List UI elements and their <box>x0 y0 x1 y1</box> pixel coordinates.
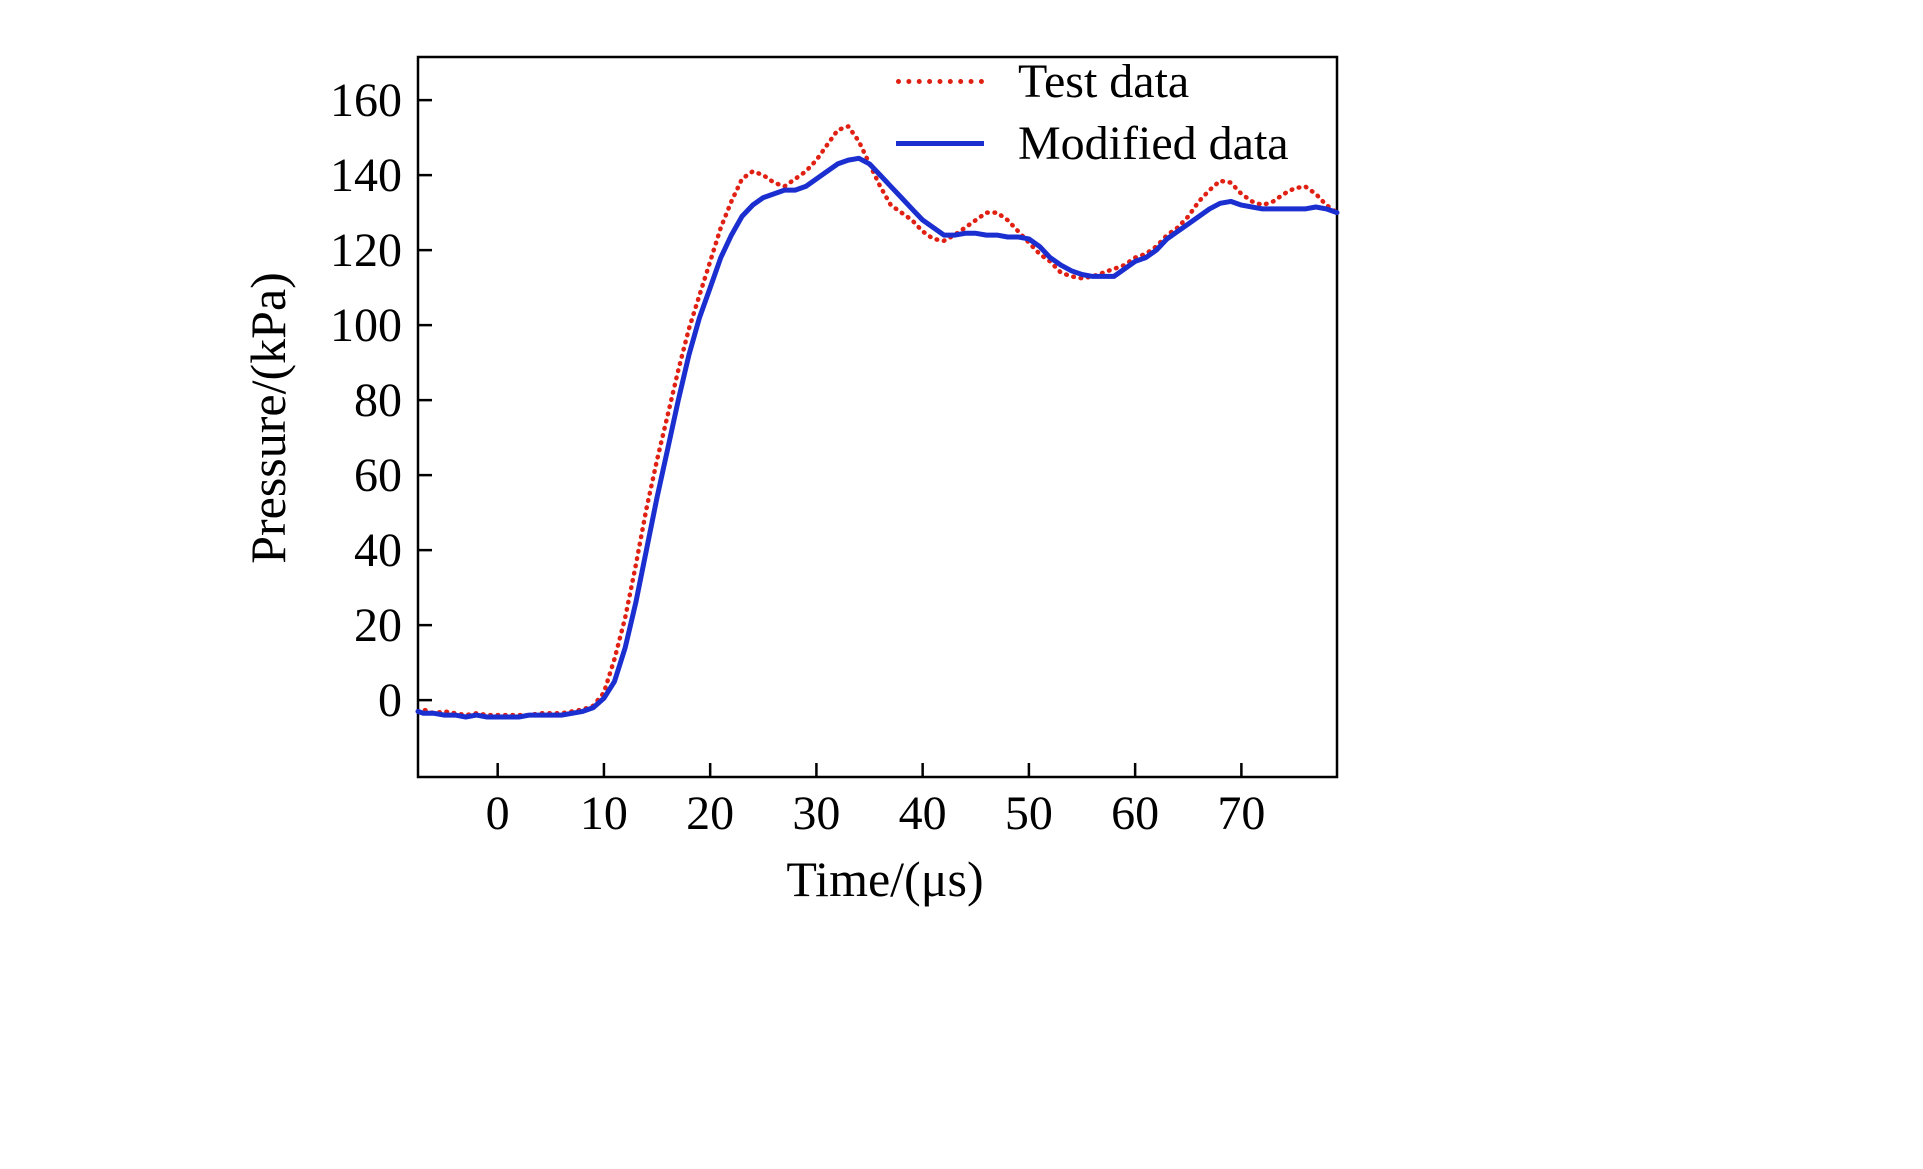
y-axis-tick-label: 80 <box>354 374 402 427</box>
x-axis-tick-label: 70 <box>1217 787 1265 840</box>
x-axis-tick-label: 50 <box>1005 787 1053 840</box>
legend-label-test-data: Test data <box>1018 54 1190 108</box>
y-axis-tick-label: 0 <box>378 674 402 727</box>
x-axis-tick-label: 0 <box>486 787 510 840</box>
legend-item-test-data: Test data <box>896 50 1289 112</box>
x-axis-tick-label: 20 <box>686 787 734 840</box>
plot-frame <box>416 55 1339 779</box>
legend-item-modified-data: Modified data <box>896 112 1289 174</box>
legend-line-sample-solid-icon <box>896 140 984 146</box>
y-axis-title: Pressure/(kPa) <box>240 272 296 564</box>
x-axis-tick-label: 60 <box>1111 787 1159 840</box>
legend: Test data Modified data <box>896 50 1289 174</box>
y-axis-tick-label: 60 <box>354 449 402 502</box>
y-axis-tick-label: 40 <box>354 524 402 577</box>
x-axis-tick-label: 10 <box>580 787 628 840</box>
legend-line-sample-dotted-icon <box>896 78 984 84</box>
y-axis-tick-label: 120 <box>330 224 402 277</box>
legend-label-modified-data: Modified data <box>1018 116 1289 170</box>
x-axis-tick-label: 40 <box>899 787 947 840</box>
x-axis-tick-label: 30 <box>792 787 840 840</box>
x-axis-title: Time/(μs) <box>786 851 984 907</box>
y-axis-tick-label: 160 <box>330 74 402 127</box>
series-line-modified-data <box>415 155 1340 720</box>
y-axis-tick-label: 140 <box>330 149 402 202</box>
y-axis-tick-label: 20 <box>354 599 402 652</box>
y-axis-tick-label: 100 <box>330 299 402 352</box>
